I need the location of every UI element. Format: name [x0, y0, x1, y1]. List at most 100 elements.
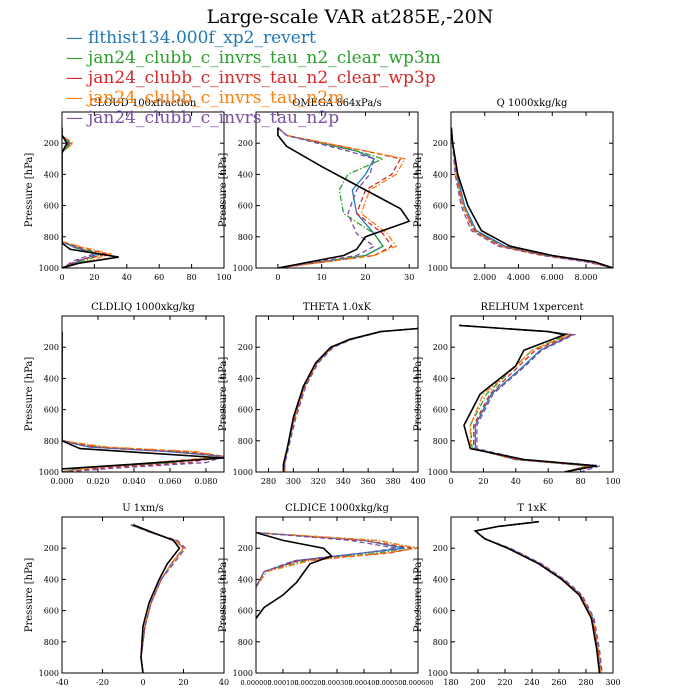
panel-frame	[61, 516, 225, 674]
x-tick-label: 280	[578, 678, 593, 687]
x-tick-label: 80	[576, 477, 586, 486]
y-axis-label: Pressure [hPa]	[24, 357, 35, 432]
series-line	[130, 524, 185, 673]
reference-line	[451, 127, 613, 268]
legend-item: — jan24_clubb_c_invrs_tau_n2_clear_wp3p	[66, 68, 441, 88]
x-tick-label: 8.000	[575, 273, 598, 282]
x-tick-label: 0.000000	[240, 679, 271, 687]
series-line	[284, 327, 418, 472]
y-tick-label: 200	[433, 544, 448, 553]
y-tick-label: 1000	[233, 669, 253, 678]
x-tick-label: 20	[360, 273, 370, 282]
panel-title: OMEGA 864xPa/s	[292, 98, 382, 109]
y-axis-label: Pressure [hPa]	[413, 558, 424, 633]
y-tick-label: 1000	[39, 468, 59, 477]
y-tick-label: 600	[433, 202, 448, 211]
x-tick-label: -40	[56, 678, 69, 687]
x-tick-label: 240	[524, 678, 539, 687]
reference-line	[473, 520, 601, 673]
y-tick-label: 600	[238, 607, 253, 616]
y-tick-label: 200	[238, 139, 253, 148]
x-tick-label: 0.000300	[321, 679, 352, 687]
y-tick-label: 1000	[39, 264, 59, 273]
x-tick-label: 0.080	[195, 477, 218, 486]
series-line	[256, 531, 405, 588]
x-tick-label: 60	[154, 273, 164, 282]
series-line	[62, 127, 100, 268]
y-axis-label: Pressure [hPa]	[413, 153, 424, 228]
panel-frame	[450, 516, 614, 674]
legend-swatch: —	[66, 48, 83, 68]
legend-label: jan24_clubb_c_invrs_tau_n2_clear_wp3m	[88, 48, 441, 68]
y-tick-label: 200	[238, 343, 253, 352]
panel-title: RELHUM 1xpercent	[480, 302, 583, 313]
series-line	[62, 127, 108, 268]
x-tick-label: 0	[140, 678, 145, 687]
x-tick-label: 20	[178, 678, 188, 687]
y-tick-label: 600	[44, 607, 59, 616]
x-tick-label: 320	[311, 477, 326, 486]
series-line	[62, 127, 114, 268]
legend-swatch: —	[66, 28, 83, 48]
y-tick-label: 1000	[428, 669, 448, 678]
x-tick-label: 40	[219, 678, 229, 687]
x-tick-label: 380	[385, 477, 400, 486]
x-tick-label: 0.040	[123, 477, 146, 486]
series-line	[62, 331, 224, 472]
series-line	[62, 331, 224, 472]
legend-item: — flthist134.000f_xp2_revert	[66, 28, 441, 48]
x-tick-label: 180	[443, 678, 458, 687]
y-tick-label: 800	[433, 233, 448, 242]
x-tick-label: 40	[511, 477, 521, 486]
y-tick-label: 600	[433, 406, 448, 415]
y-tick-label: 800	[433, 437, 448, 446]
x-tick-label: 0.000200	[294, 679, 325, 687]
panel-frame	[61, 315, 225, 473]
series-line	[130, 524, 185, 673]
y-tick-label: 200	[433, 139, 448, 148]
x-tick-label: 6.000	[541, 273, 564, 282]
y-tick-label: 400	[433, 374, 448, 383]
panel-title: Q 1000xkg/kg	[497, 98, 568, 109]
series-line	[451, 127, 613, 268]
panel-frame	[255, 111, 419, 269]
legend-swatch: —	[66, 68, 83, 88]
legend-item: — jan24_clubb_c_invrs_tau_n2p	[66, 108, 441, 128]
x-tick-label: 0.000600	[402, 679, 433, 687]
y-tick-label: 600	[44, 202, 59, 211]
reference-line	[256, 531, 334, 619]
legend-label: jan24_clubb_c_invrs_tau_n2p	[88, 108, 340, 128]
series-line	[62, 331, 224, 472]
panel: CLDICE 1000xkg/kg Pressure [hPa] 200 400 600…	[218, 503, 434, 687]
x-tick-label: 0.000400	[348, 679, 379, 687]
x-tick-label: 300	[605, 678, 620, 687]
y-tick-label: 800	[238, 233, 253, 242]
panel-title: CLDICE 1000xkg/kg	[285, 503, 389, 514]
y-tick-label: 200	[44, 544, 59, 553]
series-line	[256, 531, 418, 588]
y-axis-label: Pressure [hPa]	[218, 357, 229, 432]
legend-item: — jan24_clubb_c_invrs_tau_n2m	[66, 88, 441, 108]
legend-label: flthist134.000f_xp2_revert	[88, 28, 316, 48]
panel-frame	[450, 315, 614, 473]
series-line	[256, 531, 413, 588]
y-axis-label: Pressure [hPa]	[24, 153, 35, 228]
y-tick-label: 600	[44, 406, 59, 415]
y-tick-label: 400	[44, 374, 59, 383]
figure-title: Large-scale VAR at285E,-20N	[206, 6, 494, 28]
reference-line	[459, 324, 597, 472]
x-tick-label: -20	[96, 678, 109, 687]
reference-line	[62, 331, 224, 472]
panel-frame	[450, 111, 614, 269]
x-tick-label: 20	[89, 273, 99, 282]
series-line	[473, 521, 603, 673]
series-line	[130, 524, 185, 673]
x-tick-label: 0.000	[51, 477, 74, 486]
y-axis-label: Pressure [hPa]	[24, 558, 35, 633]
series-line	[284, 327, 418, 472]
y-tick-label: 600	[238, 202, 253, 211]
y-tick-label: 800	[238, 437, 253, 446]
x-tick-label: 10	[317, 273, 327, 282]
